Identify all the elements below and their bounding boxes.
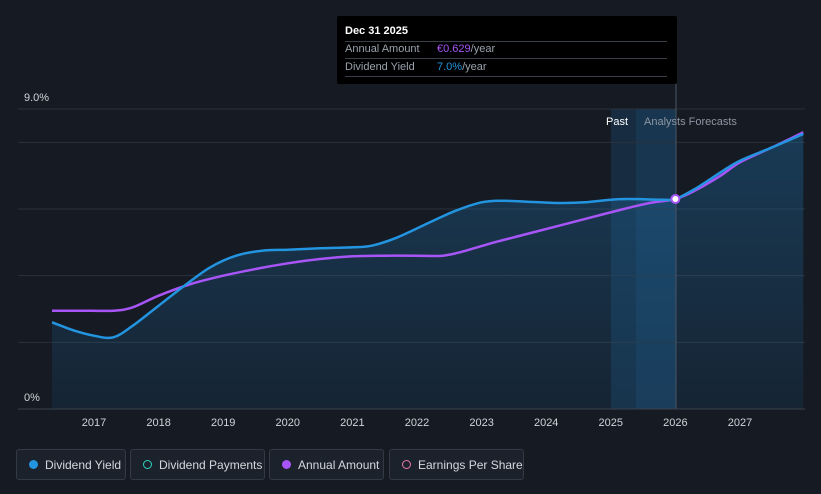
legend-annual-amount-dot <box>282 460 291 469</box>
hover-marker[interactable] <box>670 194 681 204</box>
x-tick-label: 2022 <box>405 417 429 429</box>
legend-dividend-yield-dot <box>29 460 38 469</box>
tooltip-dividend-yield-label: Dividend Yield <box>345 61 415 73</box>
legend-dividend-payments[interactable]: Dividend Payments <box>130 449 265 480</box>
tooltip-divider <box>345 58 667 59</box>
legend-earnings-per-share-dot <box>402 460 411 469</box>
x-tick-label: 2024 <box>534 417 558 429</box>
x-tick-label: 2025 <box>599 417 623 429</box>
legend-dividend-yield-label: Dividend Yield <box>45 458 122 472</box>
y-axis-bottom-label: 0% <box>24 392 40 404</box>
x-tick-label: 2021 <box>340 417 364 429</box>
x-tick-label: 2020 <box>276 417 300 429</box>
legend-annual-amount[interactable]: Annual Amount <box>269 449 384 480</box>
y-axis-top-label: 9.0% <box>24 92 49 104</box>
tooltip-annual-amount-label: Annual Amount <box>345 43 420 55</box>
x-tick-label: 2027 <box>728 417 752 429</box>
legend-earnings-per-share-label: Earnings Per Share <box>418 458 523 472</box>
x-tick-label: 2017 <box>82 417 106 429</box>
tooltip-annual-amount-value: €0.629/year <box>437 43 496 55</box>
legend-dividend-payments-label: Dividend Payments <box>159 458 263 472</box>
x-tick-label: 2018 <box>146 417 170 429</box>
tooltip-date: Dec 31 2025 <box>345 25 408 37</box>
legend-annual-amount-label: Annual Amount <box>298 458 380 472</box>
legend-earnings-per-share[interactable]: Earnings Per Share <box>389 449 524 480</box>
tooltip-divider <box>345 41 667 42</box>
hover-tooltip: Dec 31 2025 Annual Amount €0.629/year Di… <box>337 16 677 84</box>
legend-dividend-payments-dot <box>143 460 152 469</box>
tooltip-dividend-yield-value: 7.0%/year <box>437 61 487 73</box>
legend-dividend-yield[interactable]: Dividend Yield <box>16 449 126 480</box>
x-axis-ticks: 2017 2018 2019 2020 2021 2022 2023 2024 2025 2026… <box>82 417 752 429</box>
tooltip-divider <box>345 76 667 77</box>
x-tick-label: 2023 <box>469 417 493 429</box>
dividend-yield-area <box>52 134 804 409</box>
x-tick-label: 2019 <box>211 417 235 429</box>
x-tick-label: 2026 <box>663 417 687 429</box>
past-region-label: Past <box>606 116 628 128</box>
forecast-region-label: Analysts Forecasts <box>644 116 737 128</box>
